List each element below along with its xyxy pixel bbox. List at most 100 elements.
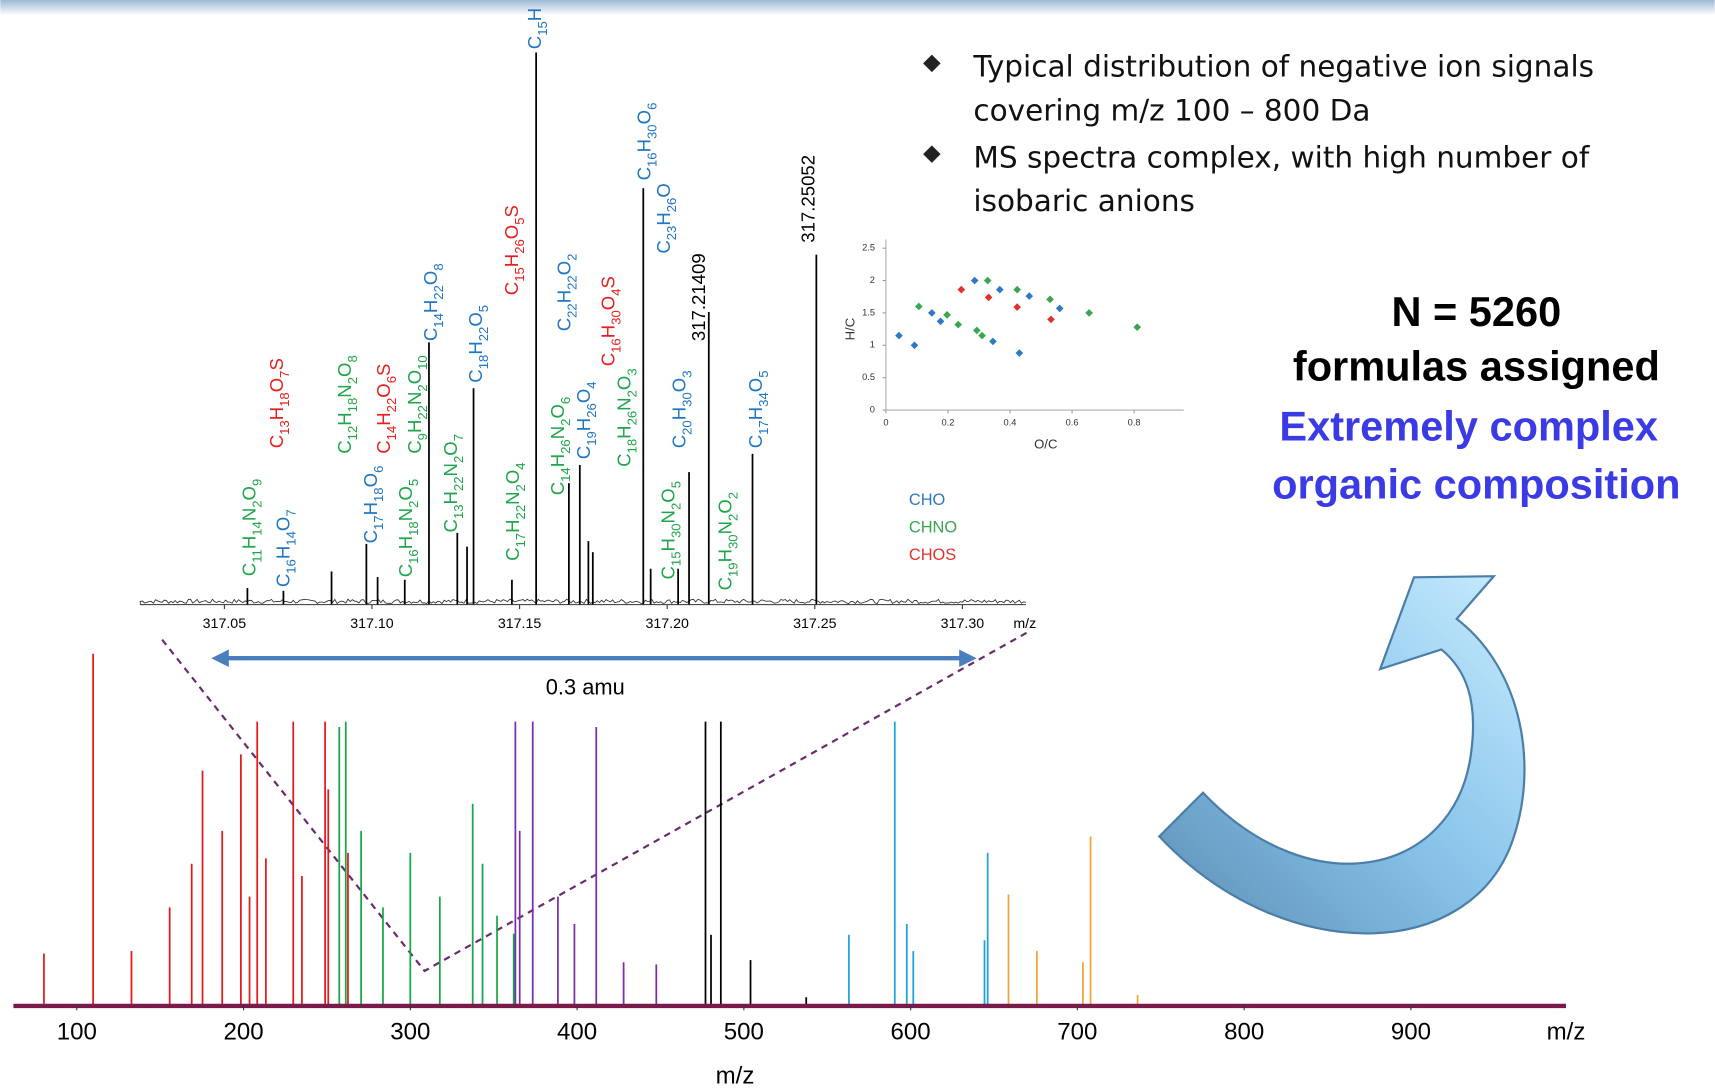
point [1013,303,1021,311]
bullet-line: covering m/z 100 – 800 Da [973,93,1370,127]
bullet-line: MS spectra complex, with high number of [973,140,1589,174]
point [973,326,981,335]
y-tick-label: 2.5 [862,243,875,253]
y-tick-label: 2 [870,275,875,285]
summary-highlight: Extremely complex [1279,403,1658,450]
y-axis-title: H/C [842,318,857,341]
point [1133,323,1142,331]
formula-label: C12H18N2O8 [334,355,360,454]
point [1015,349,1024,357]
x-tick-label: 317.25 [793,616,837,632]
point [928,309,936,317]
formula-label: C16H18N2O5 [395,479,421,577]
point [895,331,903,340]
formula-label: C17H34O5 [745,371,771,449]
span-label: 0.3 amu [546,675,625,700]
point [983,276,992,285]
formula-label: C13H22N2O7 [440,434,466,532]
y-tick-label: 0 [870,404,875,414]
formula-label: C16H30O4S [597,276,623,366]
legend-label: CHNO [909,518,957,536]
x-tick-label: 300 [390,1019,430,1046]
point [1046,295,1054,304]
main-spectrum: 100 200 300 400 500 600 700 800 900 m/z m/z [13,653,1586,1089]
x-tick-label: 700 [1057,1019,1097,1046]
x-tick-label: 317.20 [645,616,689,632]
formula-label: C18H22O5 [465,305,491,383]
x-tick-label: 317.10 [350,616,394,632]
formula-label: C15H [524,8,550,49]
bullet-line: isobaric anions [973,184,1195,218]
formula-label: C16H14O7 [272,509,298,587]
x-tick-label: 0.6 [1066,418,1079,428]
formula-label: C23H26O [653,183,679,253]
bullet-line: Typical distribution of negative ion sig… [972,50,1594,84]
legend-label: CHO [909,491,945,509]
x-tick-label: 0.2 [942,418,955,428]
formula-label: C22H22O2 [553,254,579,332]
x-tick-label: 0 [883,418,888,428]
point [957,285,966,294]
bullet-icon [923,54,941,73]
y-tick-label: 0.5 [862,372,875,382]
x-axis-title: O/C [1034,436,1057,451]
formula-label: C14H22O6S [373,364,399,454]
legend-label: CHOS [909,546,956,564]
top-band [0,0,1715,16]
x-axis-end-label: m/z [1547,1019,1586,1046]
point [910,341,919,350]
point [1025,292,1034,300]
x-tick-label: 600 [891,1019,931,1046]
x-tick-label: 317.30 [941,616,985,632]
x-tick-label: 0.8 [1128,418,1141,428]
x-tick-label: 200 [223,1019,263,1046]
zoom-spectrum: 317.21409 317.25052 317.05 317.10 317.15 317.… [139,8,1036,700]
formula-label: C14H26N2O6 [547,397,573,496]
y-tick-label: 1.5 [862,307,875,317]
point [914,302,923,311]
x-axis-end-label: m/z [1013,616,1036,632]
zoom-guide [161,631,1029,973]
formula-label: C13H18O7S [266,358,292,448]
formula-label: C19H26O4 [573,381,599,459]
formula-label: C18H26N2O3 [614,368,640,466]
summary: N = 5260 formulas assigned Extremely com… [1272,288,1680,508]
point [1047,315,1055,324]
point [989,337,997,346]
x-tick-label: 800 [1224,1019,1264,1046]
y-tick-label: 1 [870,340,875,350]
x-tick-label: 317.05 [203,616,247,632]
point [970,276,979,285]
summary-highlight: organic composition [1272,461,1680,508]
x-tick-label: 500 [724,1019,764,1046]
summary-line: formulas assigned [1293,342,1660,389]
scatter-plot: 0 0.2 0.4 0.6 0.8 0 0.5 1 1.5 2 2.5 O/C H/C CHO CHNO CH… [842,239,1184,564]
x-tick-label: 400 [557,1019,597,1046]
value-label: 317.25052 [797,155,818,243]
point [978,331,986,340]
point [936,317,945,326]
x-tick-label: 317.15 [498,616,542,632]
summary-line: N = 5260 [1391,288,1561,335]
point [943,311,951,319]
formula-label: C17H18O6 [360,466,386,544]
x-tick-label: 0.4 [1004,418,1017,428]
x-tick-label: 100 [57,1019,97,1046]
bullet-icon [923,145,941,163]
formula-label: C15H26O5S [501,205,527,295]
formula-label: C9H22N2O10 [404,355,430,454]
point [954,320,963,329]
point [984,293,993,302]
formula-label: C19H30N2O2 [714,492,740,590]
curved-arrow [1157,575,1526,935]
x-axis-title: m/z [716,1062,755,1089]
baseline-noise [139,598,1026,605]
formula-label: C16H30O6 [633,103,659,181]
point [1085,309,1093,317]
x-tick-label: 900 [1391,1019,1431,1046]
point [995,285,1004,294]
formula-label: C20H30O3 [668,371,694,449]
point [1055,304,1064,313]
formula-label: C17H22N2O4 [502,462,528,560]
